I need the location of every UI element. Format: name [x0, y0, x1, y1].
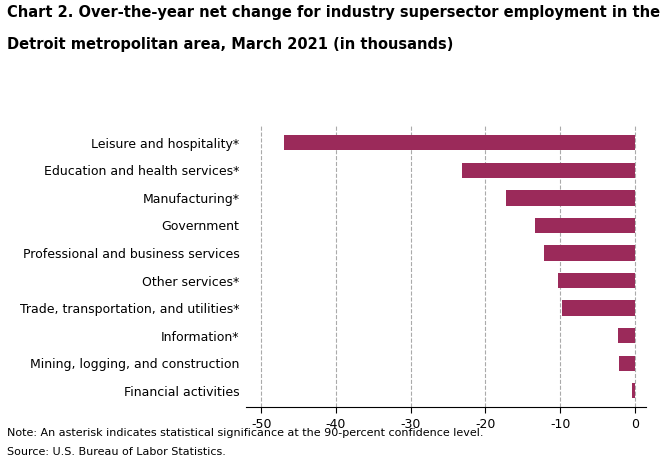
Bar [617, 328, 635, 343]
Text: Chart 2. Over-the-year net change for industry supersector employment in the: Chart 2. Over-the-year net change for in… [7, 5, 660, 20]
Bar [462, 163, 635, 178]
Text: Note: An asterisk indicates statistical significance at the 90-percent confidenc: Note: An asterisk indicates statistical … [7, 428, 483, 438]
Bar [558, 273, 635, 288]
Bar [284, 135, 635, 150]
Text: Detroit metropolitan area, March 2021 (in thousands): Detroit metropolitan area, March 2021 (i… [7, 37, 453, 52]
Bar [561, 300, 635, 315]
Bar [535, 218, 635, 233]
Bar [506, 190, 635, 205]
Bar [619, 356, 635, 371]
Bar [544, 245, 635, 261]
Text: Source: U.S. Bureau of Labor Statistics.: Source: U.S. Bureau of Labor Statistics. [7, 447, 226, 457]
Bar [632, 383, 635, 398]
